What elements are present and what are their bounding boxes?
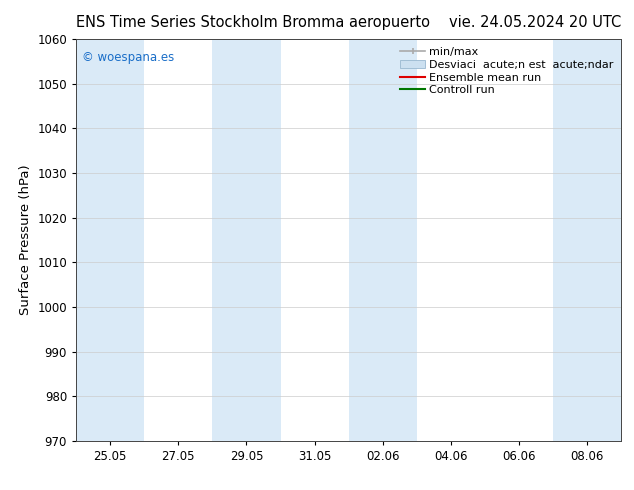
- Y-axis label: Surface Pressure (hPa): Surface Pressure (hPa): [19, 165, 32, 316]
- Bar: [553, 39, 621, 441]
- Text: ENS Time Series Stockholm Bromma aeropuerto: ENS Time Series Stockholm Bromma aeropue…: [76, 15, 430, 30]
- Bar: [76, 39, 145, 441]
- Text: vie. 24.05.2024 20 UTC: vie. 24.05.2024 20 UTC: [449, 15, 621, 30]
- Legend: min/max, Desviaci  acute;n est  acute;ndar, Ensemble mean run, Controll run: min/max, Desviaci acute;n est acute;ndar…: [398, 45, 616, 98]
- Bar: [212, 39, 280, 441]
- Text: © woespana.es: © woespana.es: [82, 51, 174, 64]
- Bar: [349, 39, 417, 441]
